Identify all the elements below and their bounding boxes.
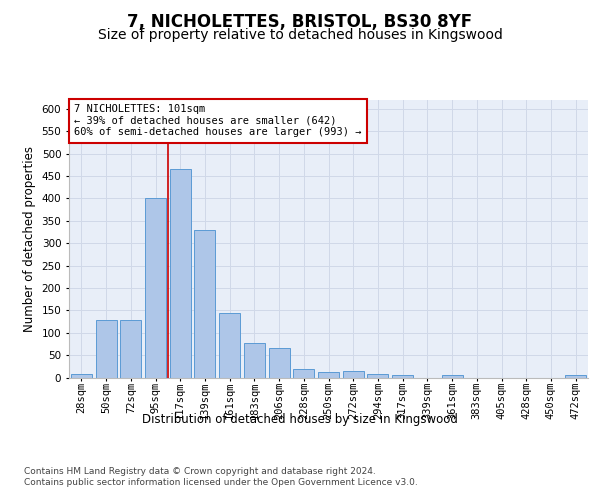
Bar [71, 374, 92, 378]
Bar [120, 320, 141, 378]
Bar [442, 376, 463, 378]
Bar [565, 376, 586, 378]
Bar [392, 376, 413, 378]
Bar [269, 348, 290, 378]
Bar [293, 368, 314, 378]
Bar [194, 230, 215, 378]
Bar [343, 371, 364, 378]
Bar [219, 312, 240, 378]
Text: Size of property relative to detached houses in Kingswood: Size of property relative to detached ho… [98, 28, 502, 42]
Y-axis label: Number of detached properties: Number of detached properties [23, 146, 36, 332]
Bar [95, 320, 116, 378]
Bar [367, 374, 388, 378]
Text: 7, NICHOLETTES, BRISTOL, BS30 8YF: 7, NICHOLETTES, BRISTOL, BS30 8YF [127, 12, 473, 30]
Text: Contains HM Land Registry data © Crown copyright and database right 2024.
Contai: Contains HM Land Registry data © Crown c… [24, 468, 418, 487]
Text: 7 NICHOLETTES: 101sqm
← 39% of detached houses are smaller (642)
60% of semi-det: 7 NICHOLETTES: 101sqm ← 39% of detached … [74, 104, 362, 138]
Bar [318, 372, 339, 378]
Text: Distribution of detached houses by size in Kingswood: Distribution of detached houses by size … [142, 412, 458, 426]
Bar [145, 198, 166, 378]
Bar [170, 170, 191, 378]
Bar [244, 342, 265, 378]
